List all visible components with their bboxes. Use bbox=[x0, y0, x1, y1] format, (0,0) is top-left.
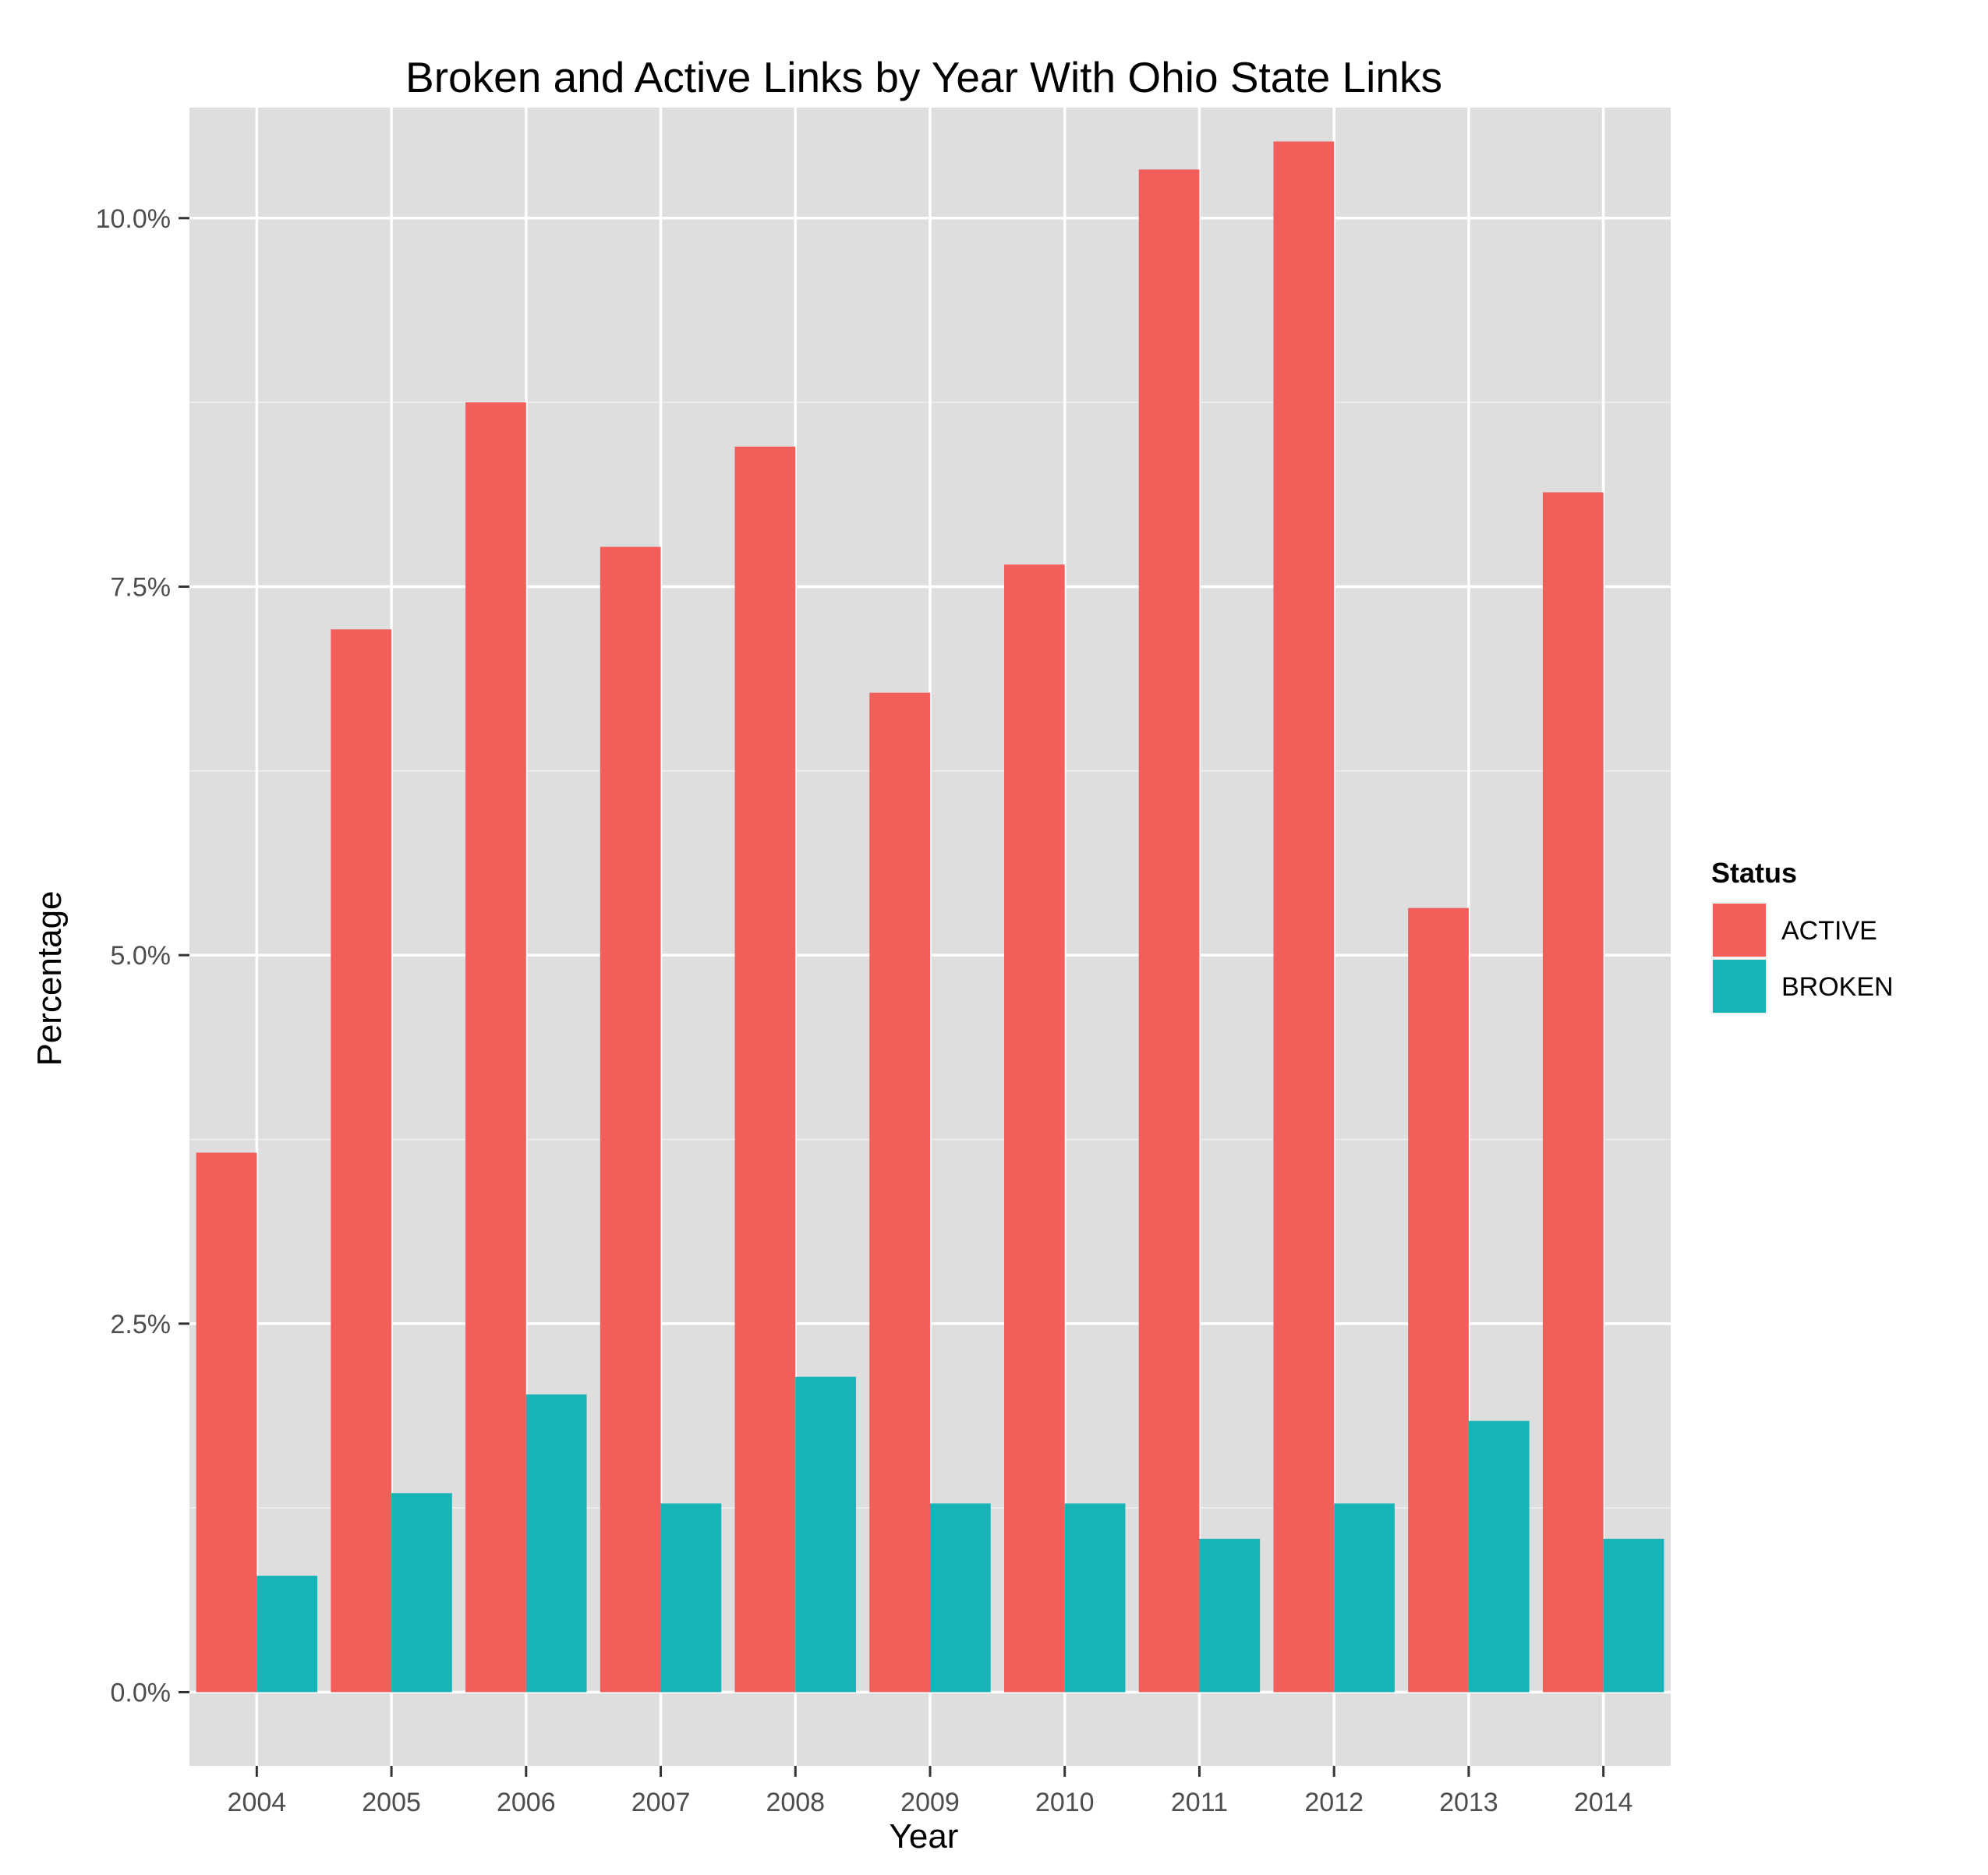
x-axis-title: Year bbox=[890, 1817, 959, 1856]
bar-active-2004 bbox=[196, 1152, 257, 1693]
legend-item-active: ACTIVE bbox=[1711, 902, 1877, 958]
y-tick-label: 5.0% bbox=[111, 941, 172, 971]
x-tick-label: 2009 bbox=[900, 1788, 960, 1817]
y-tick-label: 10.0% bbox=[96, 204, 171, 234]
bar-active-2009 bbox=[869, 692, 930, 1693]
bar-active-2005 bbox=[331, 629, 392, 1693]
y-tick-label: 2.5% bbox=[111, 1310, 172, 1339]
bar-active-2013 bbox=[1408, 907, 1469, 1693]
x-axis: 2004 2005 2006 2007 2008 2009 2010 2011 2012 2013… bbox=[228, 1766, 1633, 1817]
bar-active-2011 bbox=[1138, 169, 1200, 1693]
bar-broken-2009 bbox=[930, 1503, 991, 1693]
x-tick-label: 2011 bbox=[1171, 1788, 1228, 1817]
bar-broken-2014 bbox=[1603, 1538, 1664, 1693]
bar-broken-2011 bbox=[1199, 1538, 1261, 1693]
bar-active-2008 bbox=[734, 446, 796, 1693]
legend-swatch bbox=[1713, 960, 1766, 1013]
y-tick-label: 0.0% bbox=[111, 1678, 172, 1707]
bars bbox=[196, 141, 1664, 1693]
bar-broken-2005 bbox=[391, 1493, 452, 1693]
x-tick-label: 2006 bbox=[497, 1788, 556, 1817]
bar-broken-2008 bbox=[795, 1376, 856, 1693]
x-tick-label: 2005 bbox=[362, 1788, 421, 1817]
y-axis-title: Percentage bbox=[30, 890, 69, 1066]
legend-label: ACTIVE bbox=[1781, 916, 1877, 946]
x-tick-label: 2008 bbox=[766, 1788, 825, 1817]
y-axis: 0.0% 2.5% 5.0% 7.5% 10.0% bbox=[96, 204, 189, 1707]
bar-active-2007 bbox=[600, 547, 661, 1693]
x-tick-label: 2004 bbox=[228, 1788, 287, 1817]
x-tick-label: 2012 bbox=[1304, 1788, 1364, 1817]
bar-active-2014 bbox=[1542, 492, 1604, 1693]
legend: Status ACTIVE BROKEN bbox=[1711, 857, 1894, 1014]
x-tick-label: 2013 bbox=[1439, 1788, 1498, 1817]
legend-item-broken: BROKEN bbox=[1711, 958, 1894, 1014]
bar-broken-2007 bbox=[660, 1503, 722, 1693]
x-tick-label: 2007 bbox=[631, 1788, 691, 1817]
bar-active-2012 bbox=[1273, 141, 1335, 1693]
legend-swatch bbox=[1713, 904, 1766, 957]
y-tick-label: 7.5% bbox=[111, 572, 172, 602]
bar-broken-2012 bbox=[1334, 1503, 1395, 1693]
bar-active-2006 bbox=[465, 402, 526, 1693]
legend-label: BROKEN bbox=[1781, 972, 1894, 1002]
x-tick-label: 2010 bbox=[1035, 1788, 1095, 1817]
bar-active-2010 bbox=[1004, 564, 1065, 1693]
bar-broken-2010 bbox=[1064, 1503, 1126, 1693]
chart-title: Broken and Active Links by Year With Ohi… bbox=[405, 53, 1442, 101]
bar-broken-2004 bbox=[256, 1576, 318, 1693]
legend-title: Status bbox=[1711, 857, 1797, 889]
bar-broken-2006 bbox=[525, 1394, 587, 1693]
bar-broken-2013 bbox=[1468, 1420, 1530, 1693]
x-tick-label: 2014 bbox=[1574, 1788, 1633, 1817]
